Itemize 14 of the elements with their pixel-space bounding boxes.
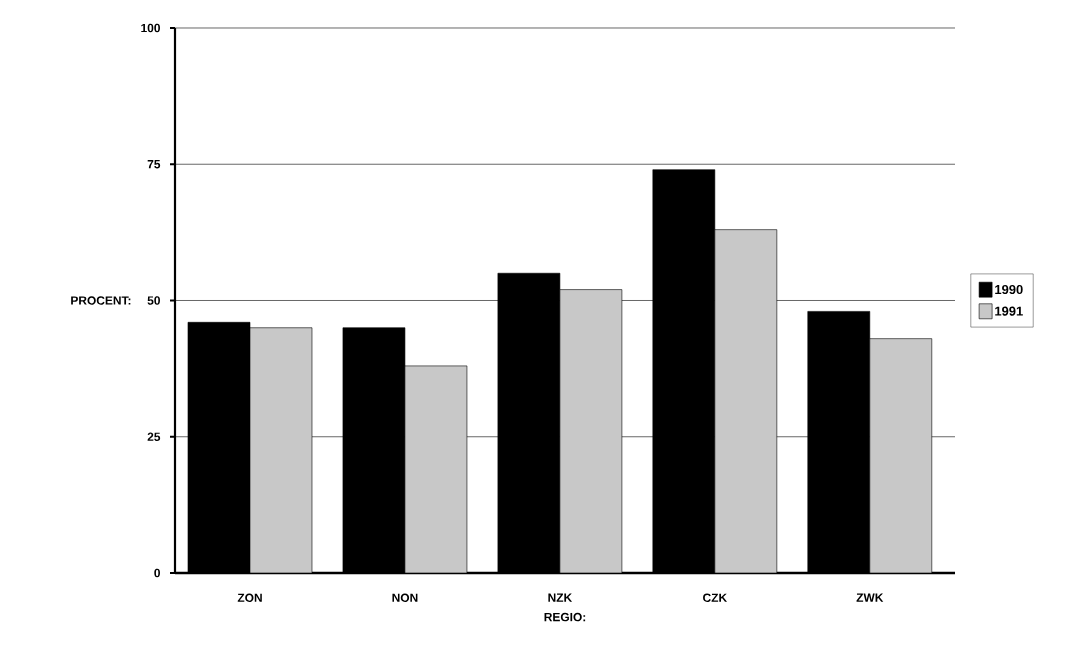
y-axis-title: PROCENT: (71, 296, 131, 305)
x-tick-label: ZWK (856, 593, 884, 602)
y-tick-label: 100 (141, 23, 160, 33)
x-tick-label: ZON (237, 593, 262, 602)
legend-label: 1990 (995, 284, 1023, 295)
x-tick-label: NON (392, 593, 418, 602)
x-axis-title: REGIO: (544, 612, 586, 622)
y-tick-label: 50 (147, 296, 160, 305)
y-tick-label: 25 (147, 432, 161, 441)
y-tick-label: 0 (154, 568, 160, 578)
legend-label: 1991 (995, 306, 1023, 316)
y-tick-label: 75 (147, 160, 161, 169)
x-tick-label: NZK (548, 593, 573, 602)
x-tick-label: CZK (703, 593, 728, 602)
